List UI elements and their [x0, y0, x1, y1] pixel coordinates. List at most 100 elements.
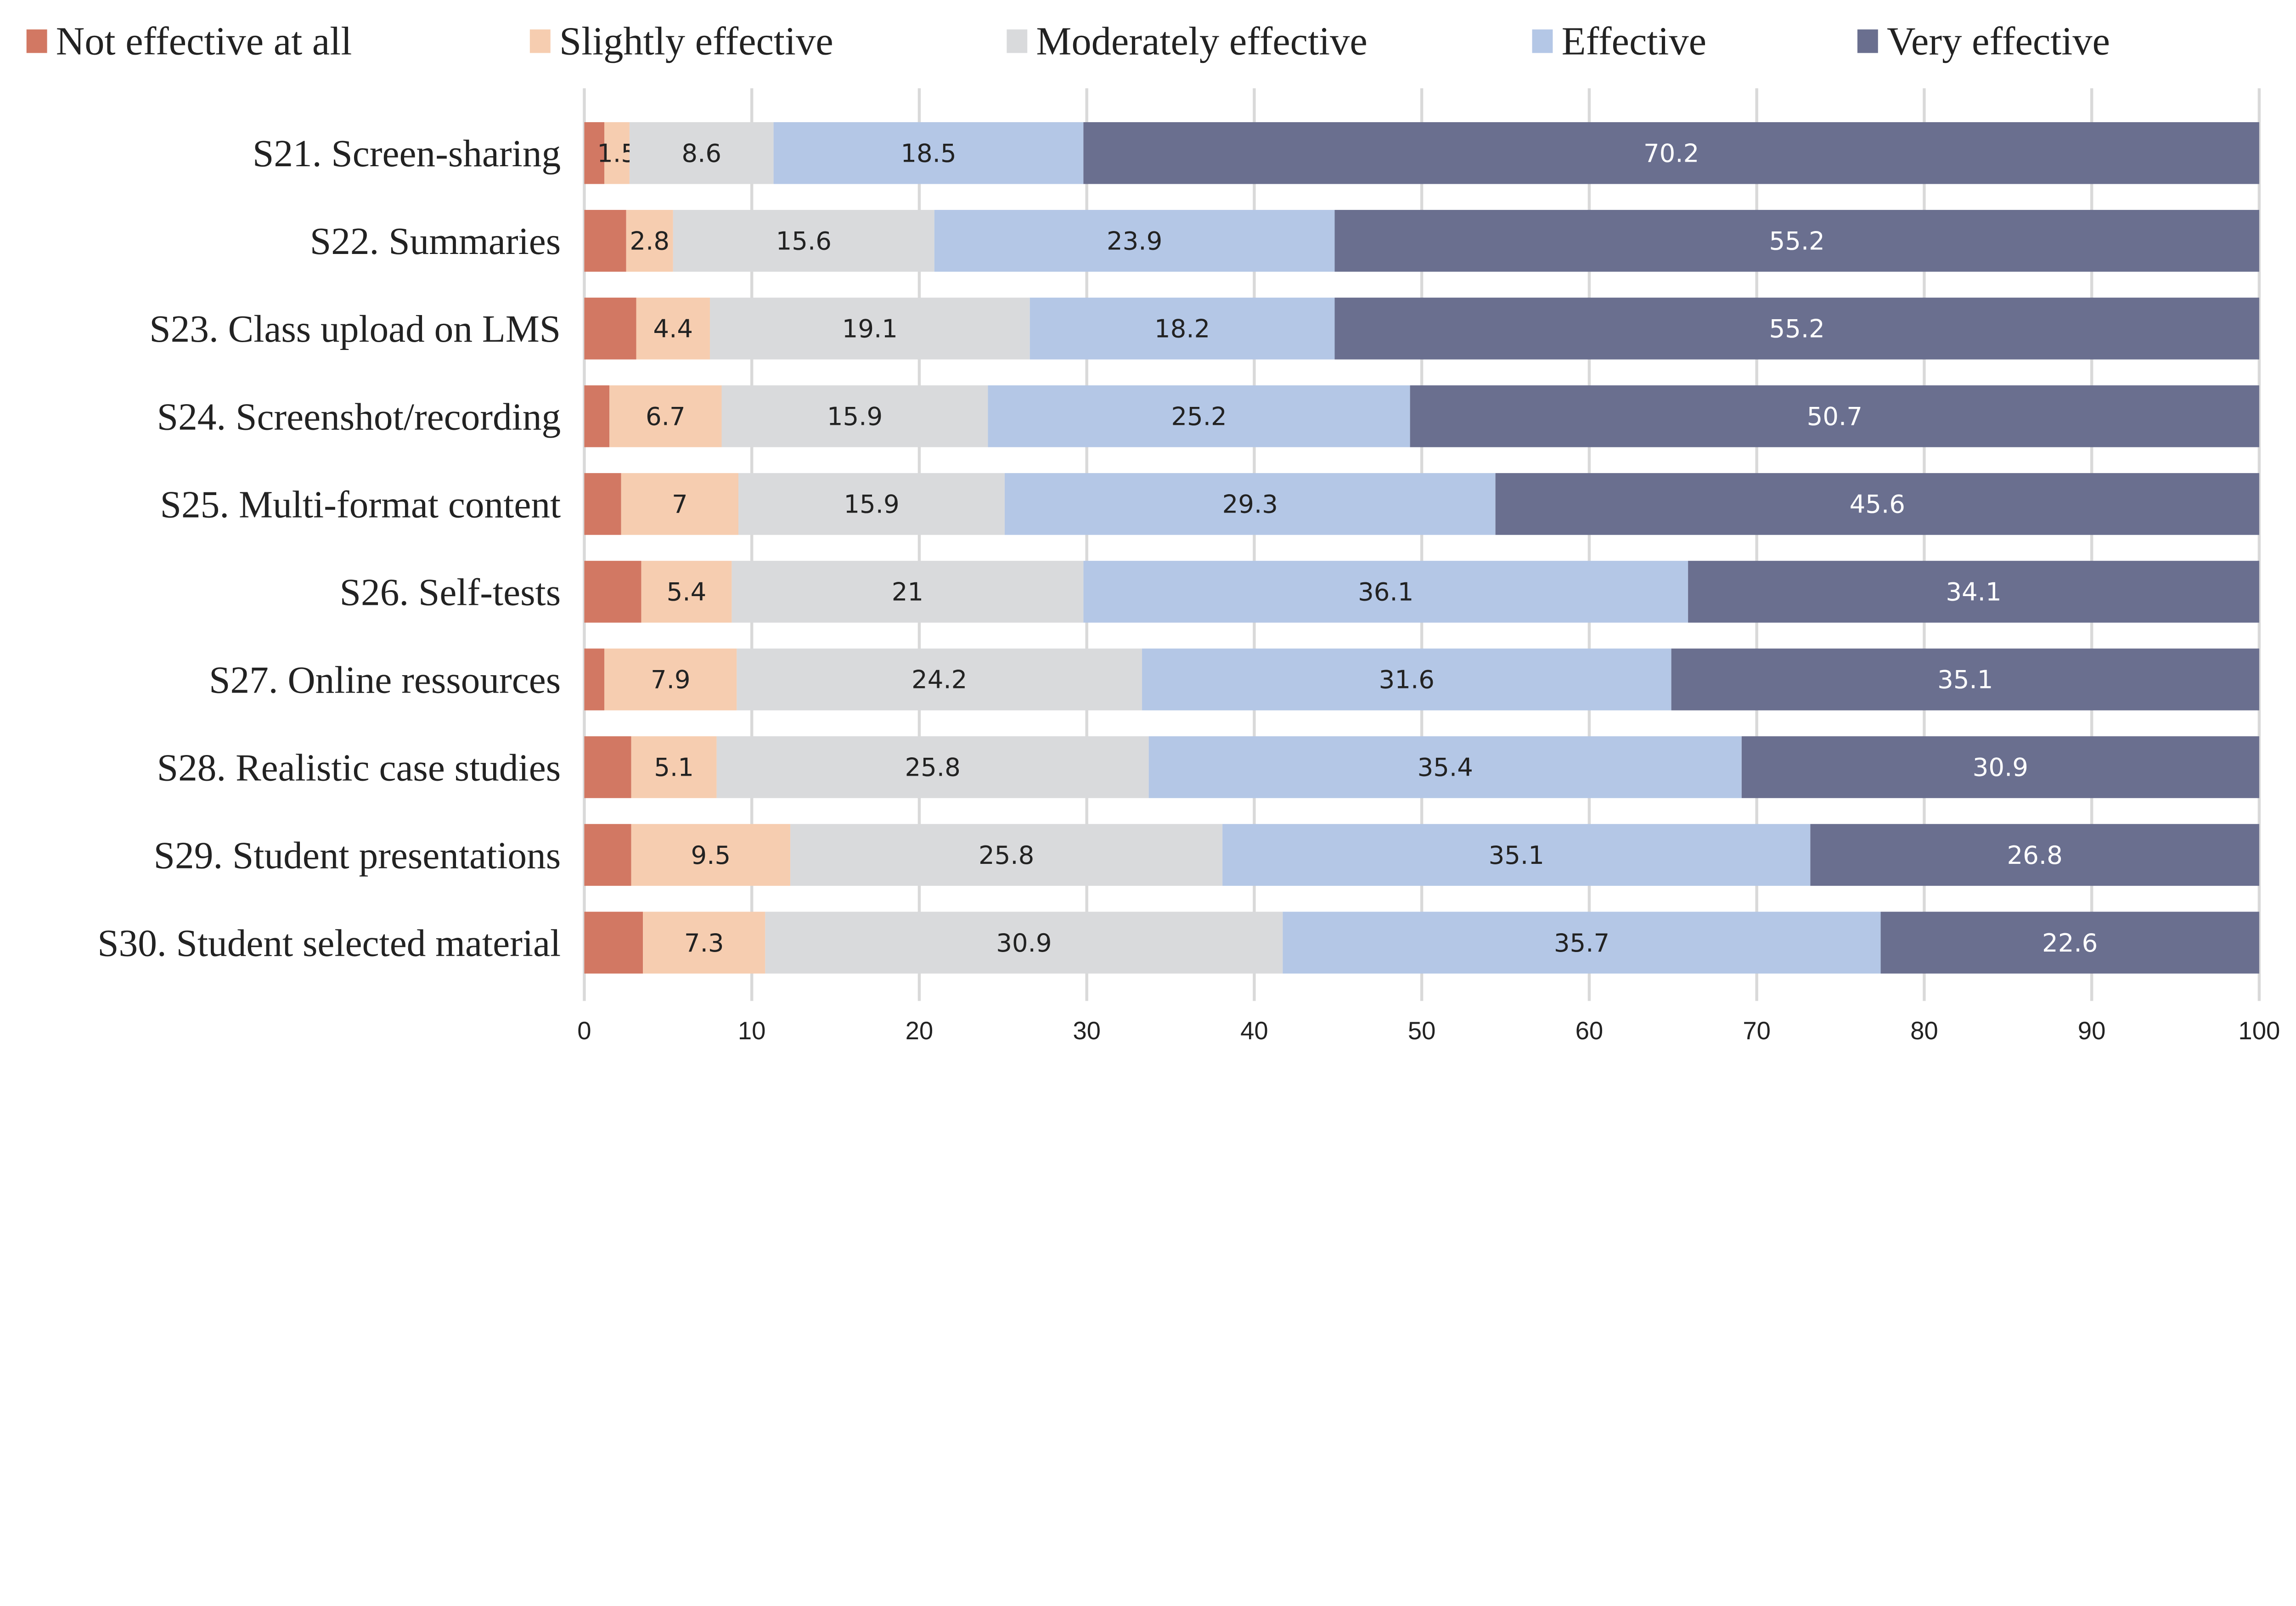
data-label: 21 — [892, 577, 923, 607]
x-tick-label: 10 — [738, 1017, 766, 1045]
x-tick-label: 0 — [577, 1017, 591, 1045]
data-label: 55.2 — [1769, 314, 1825, 344]
bar-segment — [988, 385, 1410, 447]
data-label: 25.8 — [979, 840, 1034, 870]
bar-segment — [1142, 648, 1671, 710]
category-labels: S21. Screen-sharing S22. Summaries S23. Cl… — [97, 133, 561, 964]
bar-segment — [584, 824, 631, 886]
bar-segment — [584, 473, 621, 535]
bar-segment — [716, 736, 1149, 798]
bar-segment — [584, 210, 626, 272]
data-label: 15.6 — [776, 226, 832, 256]
bar-segment — [636, 298, 710, 360]
x-tick-label: 50 — [1408, 1017, 1436, 1045]
data-label: 55.2 — [1769, 226, 1825, 256]
legend-label: Moderately effective — [1036, 19, 1367, 63]
bar-segment — [1334, 298, 2259, 360]
data-label: 23.9 — [1107, 226, 1162, 256]
bar-segment — [584, 912, 643, 974]
category-label: S26. Self-tests — [340, 571, 561, 614]
bar-segment — [1688, 561, 2259, 623]
data-label: 31.6 — [1379, 665, 1435, 694]
data-label: 36.1 — [1358, 577, 1413, 607]
bar-segment — [584, 385, 610, 447]
bars: 1.5 8.6 18.5 70.22.8 15.6 23.9 55.24.4 19.1 18.2… — [584, 122, 2259, 974]
bar-segment — [584, 561, 642, 623]
bar-segment — [631, 824, 791, 886]
bar-segment — [709, 298, 1030, 360]
category-label: S21. Screen-sharing — [253, 133, 561, 175]
legend-label: Slightly effective — [559, 19, 833, 63]
bar-segment — [1283, 912, 1881, 974]
data-label: 30.9 — [1973, 753, 2028, 782]
bar-segment — [1880, 912, 2259, 974]
data-label: 35.1 — [1489, 840, 1544, 870]
data-label: 15.9 — [844, 490, 899, 519]
data-label: 25.8 — [905, 753, 960, 782]
data-label: 30.9 — [996, 928, 1052, 958]
bar-segment — [1671, 648, 2259, 710]
x-tick-label: 100 — [2238, 1017, 2280, 1045]
x-tick-label: 40 — [1240, 1017, 1268, 1045]
bar-segment — [604, 648, 737, 710]
bar-segment — [604, 122, 630, 184]
data-label: 5.1 — [654, 753, 694, 782]
legend-swatch — [529, 29, 551, 53]
bar-segment — [1741, 736, 2259, 798]
bar-segment — [721, 385, 988, 447]
bar-segment — [621, 473, 739, 535]
bar-segment — [584, 648, 605, 710]
data-label: 25.2 — [1171, 402, 1227, 431]
bar-segment — [631, 736, 717, 798]
category-label: S25. Multi-format content — [160, 484, 561, 526]
data-label: 9.5 — [691, 840, 731, 870]
bar-segment — [1148, 736, 1742, 798]
bar-segment — [1410, 385, 2259, 447]
bar-segment — [629, 122, 774, 184]
category-label: S29. Student presentations — [154, 834, 561, 877]
x-tick-label: 30 — [1073, 1017, 1101, 1045]
bar-segment — [641, 561, 732, 623]
x-tick-label: 70 — [1743, 1017, 1771, 1045]
category-label: S24. Screenshot/recording — [157, 396, 561, 438]
data-label: 8.6 — [681, 139, 721, 168]
x-tick-label: 20 — [906, 1017, 934, 1045]
bar-segment — [643, 912, 765, 974]
bar-segment — [1495, 473, 2259, 535]
data-label: 2.8 — [630, 226, 670, 256]
data-label: 26.8 — [2007, 840, 2062, 870]
data-label: 35.7 — [1554, 928, 1609, 958]
legend-label: Not effective at all — [56, 19, 352, 63]
data-label: 19.1 — [842, 314, 898, 344]
bar-segment — [934, 210, 1335, 272]
bar-segment — [626, 210, 673, 272]
bar-segment — [1222, 824, 1811, 886]
data-label: 22.6 — [2042, 928, 2098, 958]
data-label: 18.5 — [900, 139, 956, 168]
data-label: 7 — [672, 490, 688, 519]
bar-segment — [584, 122, 605, 184]
legend-swatch — [1532, 29, 1553, 53]
category-label: S23. Class upload on LMS — [149, 308, 561, 350]
data-label: 24.2 — [912, 665, 967, 694]
data-label: 4.4 — [653, 314, 693, 344]
bar-segment — [1083, 561, 1688, 623]
x-tick-label: 60 — [1576, 1017, 1604, 1045]
x-tick-label: 80 — [1910, 1017, 1938, 1045]
bar-segment — [773, 122, 1084, 184]
legend-swatch — [1007, 29, 1028, 53]
data-label: 35.1 — [1937, 665, 1993, 694]
data-label: 50.7 — [1807, 402, 1863, 431]
data-label: 6.7 — [646, 402, 686, 431]
data-label: 15.9 — [827, 402, 883, 431]
data-label: 7.3 — [684, 928, 724, 958]
bar-segment — [738, 473, 1005, 535]
category-label: S28. Realistic case studies — [157, 747, 561, 789]
data-label: 35.4 — [1418, 753, 1473, 782]
bar-segment — [732, 561, 1084, 623]
category-label: S22. Summaries — [310, 220, 561, 263]
legend-swatch — [1857, 29, 1878, 53]
data-label: 45.6 — [1850, 490, 1905, 519]
x-tick-label: 90 — [2078, 1017, 2106, 1045]
data-label: 70.2 — [1643, 139, 1699, 168]
